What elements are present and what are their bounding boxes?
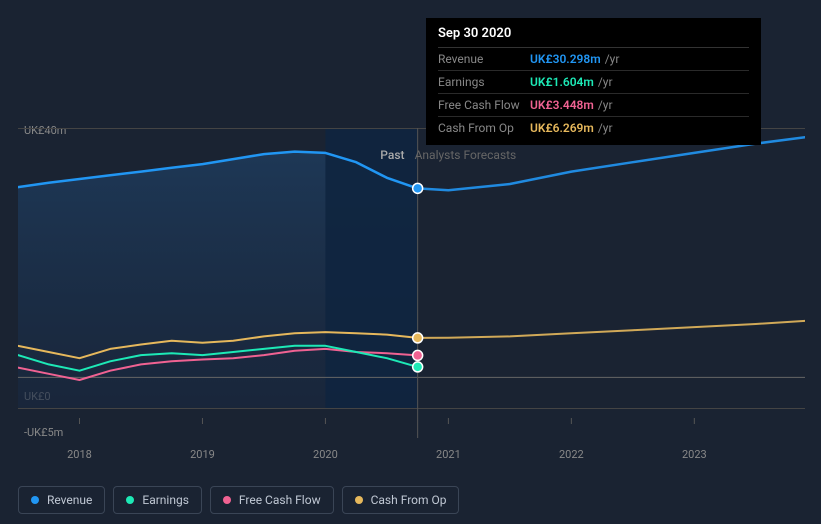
tooltip-row: EarningsUK£1.604m/yr: [438, 71, 749, 94]
forecast-label: Analysts Forecasts: [415, 148, 517, 162]
x-axis: 2018 2019 2020 2021 2022 2023: [18, 448, 805, 468]
legend-item-label: Revenue: [47, 493, 92, 507]
chart-legend: Revenue Earnings Free Cash Flow Cash From O…: [18, 486, 459, 514]
tooltip-row-value: UK£30.298m: [530, 52, 601, 66]
tooltip-row-unit: /yr: [598, 98, 613, 112]
tooltip-row-label: Revenue: [438, 52, 530, 66]
x-tick-label: 2018: [67, 448, 92, 461]
financial-chart[interactable]: [18, 128, 805, 408]
tooltip-row-unit: /yr: [598, 75, 613, 89]
tooltip-row: Cash From OpUK£6.269m/yr: [438, 117, 749, 139]
legend-item-label: Earnings: [142, 493, 189, 507]
x-tick-label: 2022: [559, 448, 584, 461]
tooltip-date: Sep 30 2020: [438, 26, 749, 48]
x-tick-label: 2023: [682, 448, 707, 461]
tooltip-row-unit: /yr: [605, 52, 620, 66]
x-tick-label: 2021: [436, 448, 461, 461]
chart-tooltip: Sep 30 2020 RevenueUK£30.298m/yrEarnings…: [426, 18, 761, 145]
tooltip-row-value: UK£6.269m: [530, 121, 594, 135]
legend-dot-icon: [31, 496, 39, 504]
tooltip-row-label: Free Cash Flow: [438, 98, 530, 112]
legend-item-earnings[interactable]: Earnings: [113, 486, 202, 514]
legend-dot-icon: [126, 496, 134, 504]
legend-item-cash-from-op[interactable]: Cash From Op: [342, 486, 460, 514]
x-tick-label: 2020: [313, 448, 338, 461]
x-tick-label: 2019: [190, 448, 215, 461]
legend-dot-icon: [223, 496, 231, 504]
tooltip-row-value: UK£3.448m: [530, 98, 594, 112]
tooltip-row-label: Earnings: [438, 75, 530, 89]
tooltip-row: RevenueUK£30.298m/yr: [438, 48, 749, 71]
tooltip-row-value: UK£1.604m: [530, 75, 594, 89]
chart-svg: [18, 128, 805, 438]
legend-item-revenue[interactable]: Revenue: [18, 486, 105, 514]
legend-dot-icon: [355, 496, 363, 504]
tooltip-row-unit: /yr: [598, 121, 613, 135]
past-label: Past: [380, 148, 404, 162]
tooltip-row-label: Cash From Op: [438, 121, 530, 135]
legend-item-free-cash-flow[interactable]: Free Cash Flow: [210, 486, 334, 514]
tooltip-row: Free Cash FlowUK£3.448m/yr: [438, 94, 749, 117]
legend-item-label: Free Cash Flow: [239, 493, 321, 507]
legend-item-label: Cash From Op: [371, 493, 447, 507]
